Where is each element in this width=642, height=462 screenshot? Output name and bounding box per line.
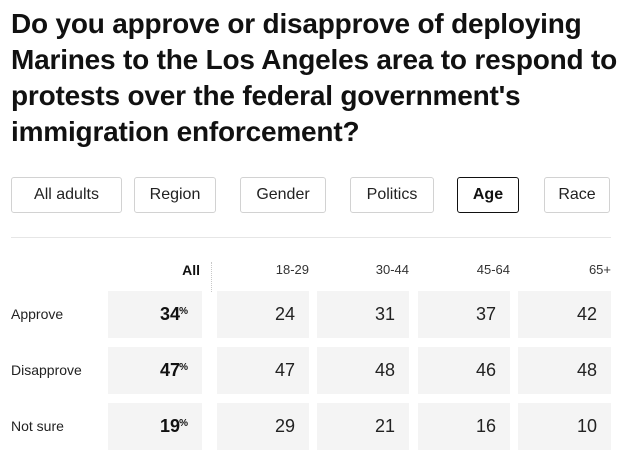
- table-cell: 10: [518, 403, 611, 450]
- column-header-all: All: [182, 262, 200, 278]
- table-cell: 37: [418, 291, 510, 338]
- question-title: Do you approve or disapprove of deployin…: [11, 8, 618, 147]
- table-cell: 48: [518, 347, 611, 394]
- cell-value: 46: [475, 360, 496, 380]
- table-cell-all: 47 %: [108, 347, 202, 394]
- table-cell: 47: [217, 347, 309, 394]
- cell-value: 47: [159, 360, 180, 380]
- cell-value: 10: [576, 416, 597, 436]
- table-cell: 42: [518, 291, 611, 338]
- cell-value: 48: [576, 360, 597, 380]
- cell-value: 29: [274, 416, 295, 436]
- tab-gender[interactable]: Gender: [240, 177, 326, 213]
- table-cell: 48: [317, 347, 409, 394]
- column-header-65-plus: 65+: [588, 262, 611, 277]
- tab-age[interactable]: Age: [457, 177, 519, 213]
- table-cell: 46: [418, 347, 510, 394]
- percent-sign: %: [179, 418, 188, 429]
- tab-all-adults[interactable]: All adults: [11, 177, 122, 213]
- column-separator: [211, 262, 212, 292]
- section-divider: [11, 237, 611, 238]
- cell-value: 47: [274, 360, 295, 380]
- row-label-approve: Approve: [11, 306, 64, 322]
- cell-value: 19: [159, 416, 180, 436]
- cell-value: 48: [374, 360, 395, 380]
- cell-value: 37: [475, 304, 496, 324]
- cell-value: 24: [274, 304, 295, 324]
- cell-value: 16: [475, 416, 496, 436]
- column-header-30-44: 30-44: [375, 262, 409, 277]
- cell-value: 34: [159, 304, 180, 324]
- cell-value: 42: [576, 304, 597, 324]
- percent-sign: %: [179, 362, 188, 373]
- table-cell: 31: [317, 291, 409, 338]
- row-label-not-sure: Not sure: [11, 418, 64, 434]
- table-cell: 21: [317, 403, 409, 450]
- table-cell: 16: [418, 403, 510, 450]
- segment-tabs: All adults Region Gender Politics Age Ra…: [0, 177, 642, 213]
- column-header-18-29: 18-29: [275, 262, 309, 277]
- cell-value: 31: [374, 304, 395, 324]
- tab-politics[interactable]: Politics: [350, 177, 434, 213]
- tab-region[interactable]: Region: [134, 177, 216, 213]
- table-cell: 24: [217, 291, 309, 338]
- tab-race[interactable]: Race: [544, 177, 610, 213]
- percent-sign: %: [179, 306, 188, 317]
- column-header-45-64: 45-64: [476, 262, 510, 277]
- row-label-disapprove: Disapprove: [11, 362, 82, 378]
- table-cell-all: 34 %: [108, 291, 202, 338]
- cell-value: 21: [374, 416, 395, 436]
- table-cell-all: 19 %: [108, 403, 202, 450]
- table-cell: 29: [217, 403, 309, 450]
